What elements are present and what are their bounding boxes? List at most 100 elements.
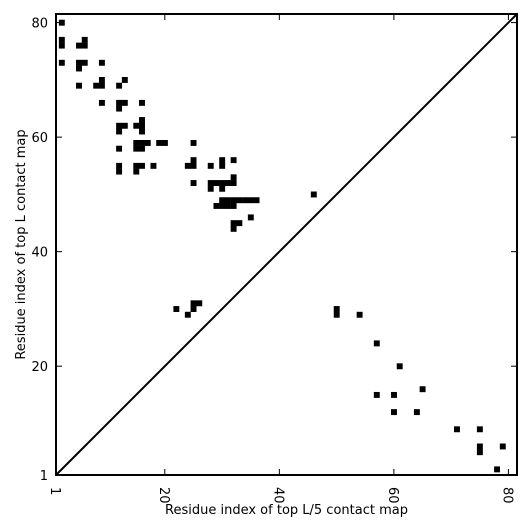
contact-point [58, 42, 65, 49]
contact-point [219, 197, 226, 204]
contact-point [139, 139, 145, 146]
contact-point [413, 409, 420, 416]
contact-point [391, 391, 397, 398]
contact-point [230, 197, 237, 204]
contact-point [230, 202, 237, 209]
contact-point [116, 145, 123, 152]
y-tick-label: 80 [31, 17, 48, 32]
contact-point [76, 82, 82, 89]
contact-point [396, 363, 403, 370]
contact-point [310, 191, 317, 198]
contact-point [230, 220, 237, 227]
contact-point [121, 99, 128, 106]
contact-point [454, 426, 460, 433]
x-tick-label: 40 [270, 487, 285, 504]
contact-point [219, 180, 226, 187]
contact-point [253, 197, 260, 204]
contact-point [207, 185, 214, 192]
contact-point [116, 99, 123, 106]
contact-point [139, 117, 145, 124]
contact-point [116, 162, 123, 169]
contact-point [139, 99, 145, 106]
contact-point [373, 391, 380, 398]
contact-point [219, 185, 226, 192]
contact-point [476, 449, 483, 456]
contact-point [184, 162, 191, 169]
contact-point [58, 59, 65, 66]
x-tick-label: 1 [47, 487, 62, 495]
contact-point [76, 65, 82, 72]
contact-point [236, 220, 243, 227]
contact-point [93, 82, 100, 89]
contact-point [356, 311, 363, 318]
contact-point [219, 157, 226, 164]
contact-point [224, 202, 231, 209]
contact-point [133, 168, 140, 175]
contact-point [81, 36, 88, 43]
contact-point [116, 105, 123, 112]
contact-point [247, 214, 254, 221]
diagonal-line [55, 13, 518, 476]
contact-point [161, 139, 168, 146]
contact-point [190, 180, 197, 187]
contact-point [121, 122, 128, 129]
axis-tick-labels: 1 20 40 60 80 1 20 40 60 80 [31, 17, 514, 504]
contact-point [58, 36, 65, 43]
contact-point [133, 122, 140, 129]
contact-point [190, 162, 197, 169]
contact-point [121, 76, 128, 83]
contact-point [58, 19, 65, 26]
contact-point [190, 306, 197, 312]
contact-point [333, 306, 340, 312]
contact-point [213, 202, 220, 209]
x-axis-label: Residue index of top L/5 contact map [165, 503, 408, 518]
contact-point [242, 197, 249, 204]
contact-points [58, 19, 506, 473]
contact-point [196, 300, 203, 307]
y-axis-label: Residue index of top L contact map [14, 129, 29, 359]
contact-point [333, 311, 340, 318]
contact-point [76, 59, 82, 66]
contact-point [98, 59, 105, 66]
contact-point [133, 145, 140, 152]
contact-point [81, 42, 88, 49]
contact-point [219, 202, 226, 209]
contact-point [230, 174, 237, 181]
contact-point [139, 145, 145, 152]
y-tick-label: 20 [31, 360, 48, 375]
contact-point [184, 311, 191, 318]
contact-point [98, 76, 105, 83]
contact-point [156, 139, 163, 146]
contact-point [116, 128, 123, 135]
contact-point [391, 409, 397, 416]
contact-point [116, 122, 123, 129]
contact-point [213, 180, 220, 187]
contact-point [207, 162, 214, 169]
contact-point [230, 157, 237, 164]
contact-point [219, 162, 226, 169]
contact-point [81, 59, 88, 66]
contact-point [139, 162, 145, 169]
contact-point [230, 180, 237, 187]
contact-point [190, 139, 197, 146]
x-tick-label: 20 [156, 487, 171, 504]
contact-point [207, 180, 214, 187]
contact-point [373, 340, 380, 347]
contact-point [173, 306, 180, 312]
plot-frame [55, 13, 518, 476]
contact-point [224, 197, 231, 204]
contact-point [230, 225, 237, 232]
contact-point [98, 82, 105, 89]
y-tick-label: 40 [31, 246, 48, 261]
y-tick-label: 60 [31, 131, 48, 146]
contact-point [247, 197, 254, 204]
y-tick-label: 1 [40, 469, 48, 484]
contact-point [139, 122, 145, 129]
contact-point [116, 82, 123, 89]
contact-point [190, 300, 197, 307]
contact-point [476, 443, 483, 450]
contact-point [236, 197, 243, 204]
contact-point [144, 139, 151, 146]
contact-point [133, 139, 140, 146]
